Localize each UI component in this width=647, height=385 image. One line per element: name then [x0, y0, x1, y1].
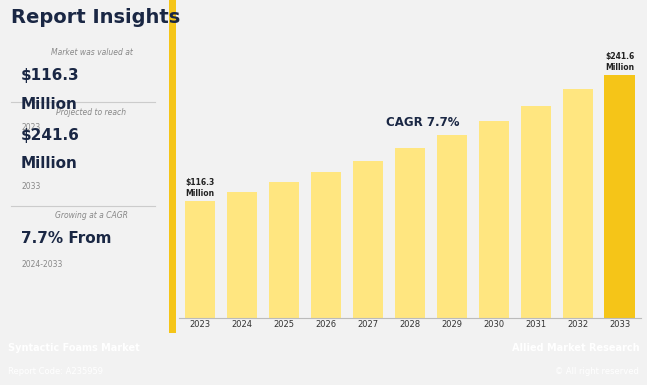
Text: 2033: 2033 — [21, 182, 41, 191]
Bar — [521, 106, 551, 318]
Text: $241.6
Million: $241.6 Million — [605, 52, 634, 72]
Text: $116.3
Million: $116.3 Million — [186, 178, 215, 198]
Text: $116.3: $116.3 — [21, 68, 80, 83]
Text: 2023: 2023 — [21, 123, 40, 132]
Bar — [604, 75, 635, 318]
Text: 7.7% From: 7.7% From — [21, 231, 112, 246]
Text: Growing at a CAGR: Growing at a CAGR — [55, 211, 128, 221]
Text: $241.6: $241.6 — [21, 127, 80, 142]
Text: Allied Market Research: Allied Market Research — [512, 343, 639, 353]
Text: Million: Million — [21, 156, 78, 171]
Text: Projected to reach: Projected to reach — [56, 107, 127, 117]
Bar — [227, 192, 258, 318]
Bar — [185, 201, 215, 318]
Text: Million: Million — [21, 97, 78, 112]
Text: 2024-2033: 2024-2033 — [21, 260, 63, 269]
Text: Report Code: A235959: Report Code: A235959 — [8, 367, 103, 376]
Bar — [395, 148, 425, 318]
Text: Report Insights: Report Insights — [10, 8, 180, 27]
Bar — [169, 0, 176, 333]
Bar — [479, 121, 509, 318]
Text: Market was valued at: Market was valued at — [50, 48, 133, 57]
Text: CAGR 7.7%: CAGR 7.7% — [386, 116, 459, 129]
Text: © All right reserved: © All right reserved — [555, 367, 639, 376]
Bar — [562, 89, 593, 318]
Bar — [353, 161, 383, 318]
Bar — [311, 172, 341, 318]
Bar — [269, 182, 299, 318]
Text: Syntactic Foams Market: Syntactic Foams Market — [8, 343, 140, 353]
Bar — [437, 135, 467, 318]
